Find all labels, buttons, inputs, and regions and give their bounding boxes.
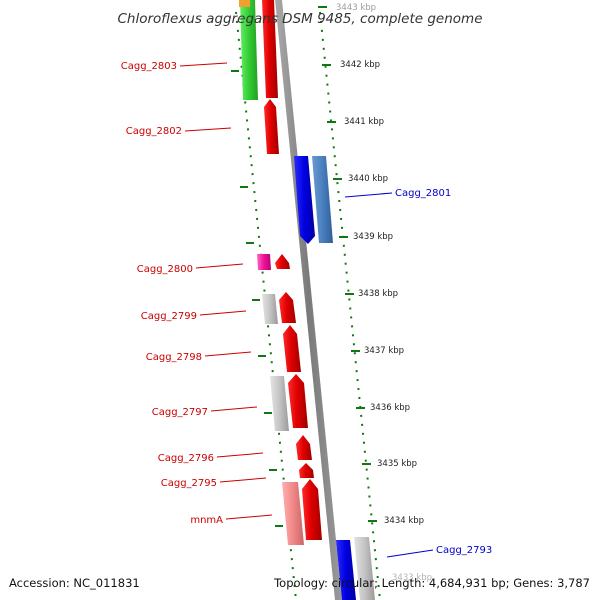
gene-label: Cagg_2798 (146, 352, 202, 363)
ruler-label: 3437 kbp (364, 346, 404, 356)
gene-label: Cagg_2796 (158, 453, 214, 464)
gene-cagg-2803-feature (240, 0, 258, 100)
gene-label: Cagg_2793 (436, 545, 492, 556)
gene-cagg-2800-cds (275, 254, 290, 269)
map-title: Chloroflexus aggregans DSM 9485, complet… (117, 11, 482, 27)
reverse-gene-labels: Cagg_2801 Cagg_2793 (344, 188, 492, 558)
gene-label: Cagg_2802 (126, 126, 182, 137)
gene-cagg-2799-cds (279, 292, 296, 323)
reverse-genes (294, 156, 375, 600)
ruler-label: 3443 kbp (336, 3, 376, 13)
gene-label: mnmA (190, 515, 223, 526)
gene-label: Cagg_2801 (395, 188, 451, 199)
gene-cagg-2799-feature (262, 294, 278, 324)
gene-mnma-feature (282, 482, 304, 545)
gene-cagg-2801-feature (312, 156, 333, 243)
genome-backbone (275, 0, 342, 600)
ruler-label: 3442 kbp (340, 60, 380, 70)
gene-cagg-2793-feature (354, 537, 375, 600)
forward-genes (239, 0, 322, 545)
gene-label: Cagg_2797 (152, 407, 208, 418)
gene-cagg-2802-cds (264, 99, 279, 154)
gene-cagg-2797-cds (288, 374, 308, 428)
ruler-label: 3434 kbp (384, 516, 424, 526)
gene-label: Cagg_2803 (121, 61, 177, 72)
gene-cagg-2800-feature (257, 254, 271, 270)
accession-text: Accession: NC_011831 (9, 576, 140, 590)
gene-cagg-2801-cds (294, 156, 315, 244)
genome-stats-text: Topology: circular; Length: 4,684,931 bp… (273, 576, 590, 590)
forward-gene-labels: Cagg_2803 Cagg_2802 Cagg_2800 Cagg_2799 … (121, 61, 273, 526)
gene-cagg-2795-cds (299, 463, 314, 478)
gene-cagg-2797-feature (270, 376, 289, 431)
gene-mnma-cds (302, 479, 322, 540)
ruler-label: 3441 kbp (344, 117, 384, 127)
ruler-dashes (318, 6, 377, 522)
gene-cagg-2798-cds (283, 325, 301, 372)
ruler-label: 3435 kbp (377, 459, 417, 469)
ruler-label: 3439 kbp (353, 232, 393, 242)
inner-track-dashes (231, 70, 283, 527)
ruler-label: 3436 kbp (370, 403, 410, 413)
ruler-label: 3438 kbp (358, 289, 398, 299)
gene-label: Cagg_2795 (161, 478, 217, 489)
gene-cagg-2793-cds (336, 540, 356, 600)
ruler-label: 3433 kbp (392, 573, 432, 583)
ruler-label: 3440 kbp (348, 174, 388, 184)
gene-label: Cagg_2799 (141, 311, 197, 322)
gene-label: Cagg_2800 (137, 264, 193, 275)
ruler-labels: 3443 kbp 3442 kbp 3441 kbp 3440 kbp 3439… (336, 3, 432, 583)
gene-top-orange (239, 0, 250, 7)
gene-cagg-2796-cds (296, 435, 312, 460)
gene-cagg-2803-cds (262, 0, 278, 98)
